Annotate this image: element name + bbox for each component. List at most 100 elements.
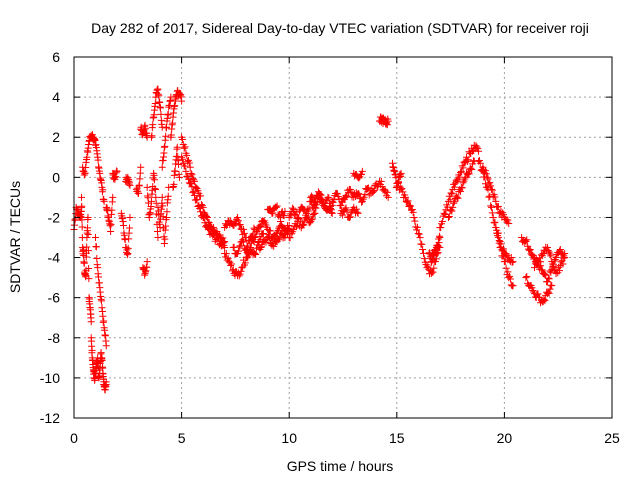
- data-point: [88, 346, 96, 354]
- data-point: [537, 251, 545, 259]
- data-point: [311, 209, 319, 217]
- data-point: [482, 170, 490, 178]
- y-tick-label: -12: [40, 410, 60, 426]
- data-point: [458, 184, 466, 192]
- data-point: [272, 203, 280, 211]
- data-point: [424, 262, 432, 270]
- data-point: [240, 238, 248, 246]
- data-point: [486, 192, 494, 200]
- data-point: [190, 176, 198, 184]
- data-point: [259, 217, 267, 225]
- data-point: [444, 213, 452, 221]
- data-point: [325, 194, 333, 202]
- data-point: [312, 204, 320, 212]
- data-point: [184, 157, 192, 165]
- data-point: [450, 198, 458, 206]
- data-point: [328, 209, 336, 217]
- data-point: [308, 216, 316, 224]
- data-point: [152, 193, 160, 201]
- data-point: [100, 197, 108, 205]
- data-point: [457, 167, 465, 175]
- data-point: [559, 260, 567, 268]
- data-point: [262, 238, 270, 246]
- data-point: [377, 177, 385, 185]
- y-axis-label: SDTVAR / TECUs: [7, 181, 23, 293]
- data-point: [163, 123, 171, 131]
- data-point: [465, 170, 473, 178]
- data-point: [500, 245, 508, 253]
- data-point: [164, 110, 172, 118]
- data-point: [383, 188, 391, 196]
- data-point: [394, 180, 402, 188]
- data-point: [384, 117, 392, 125]
- data-point: [159, 202, 167, 210]
- data-point: [504, 268, 512, 276]
- data-point: [178, 136, 186, 144]
- data-point: [521, 237, 529, 245]
- data-point: [438, 217, 446, 225]
- data-point: [148, 132, 156, 140]
- data-point: [545, 275, 553, 283]
- x-tick-label: 20: [497, 430, 513, 446]
- data-point: [354, 209, 362, 217]
- y-tick-label: 2: [52, 129, 60, 145]
- data-point: [358, 198, 366, 206]
- data-point: [228, 260, 236, 268]
- data-point: [207, 226, 215, 234]
- data-point: [300, 221, 308, 229]
- data-point: [224, 254, 232, 262]
- data-point: [178, 97, 186, 105]
- data-point: [341, 205, 349, 213]
- data-point: [436, 234, 444, 241]
- data-point: [157, 205, 165, 213]
- data-point: [402, 198, 410, 206]
- x-tick-labels: 0 5 10 15 20 25: [70, 430, 620, 446]
- data-point: [135, 181, 143, 189]
- data-point: [178, 155, 186, 163]
- data-point: [459, 164, 467, 172]
- data-point: [157, 104, 165, 112]
- data-point: [99, 186, 107, 194]
- data-point: [108, 206, 116, 214]
- data-point: [309, 211, 317, 219]
- data-point: [435, 239, 443, 247]
- data-point: [158, 163, 166, 171]
- data-point: [546, 250, 554, 258]
- data-points: [70, 85, 569, 394]
- data-point: [546, 267, 554, 275]
- data-point: [241, 259, 249, 267]
- data-point: [505, 274, 513, 282]
- data-point: [78, 193, 86, 201]
- data-point: [173, 143, 181, 151]
- data-point: [407, 202, 415, 210]
- data-point: [544, 288, 552, 296]
- data-point: [538, 266, 546, 274]
- data-point: [460, 158, 468, 166]
- data-point: [556, 246, 564, 254]
- data-point: [95, 273, 103, 281]
- data-point: [523, 236, 531, 244]
- data-point: [454, 194, 462, 202]
- data-point: [497, 240, 505, 248]
- data-point: [153, 228, 161, 236]
- x-tick-label: 5: [178, 430, 186, 446]
- grid-lines: [74, 57, 612, 418]
- data-point: [549, 260, 557, 268]
- data-point: [537, 258, 545, 266]
- data-point: [328, 197, 336, 205]
- data-point: [487, 182, 495, 190]
- data-point: [102, 342, 110, 350]
- data-point: [320, 203, 328, 211]
- data-point: [150, 176, 158, 184]
- data-point: [504, 216, 512, 224]
- data-point: [215, 235, 223, 243]
- data-point: [434, 242, 442, 250]
- data-point: [418, 240, 426, 248]
- data-point: [312, 197, 320, 205]
- data-point: [221, 238, 229, 246]
- data-point: [161, 142, 169, 150]
- data-point: [253, 227, 261, 235]
- data-point: [226, 258, 234, 266]
- data-point: [80, 259, 88, 267]
- data-point: [410, 213, 418, 221]
